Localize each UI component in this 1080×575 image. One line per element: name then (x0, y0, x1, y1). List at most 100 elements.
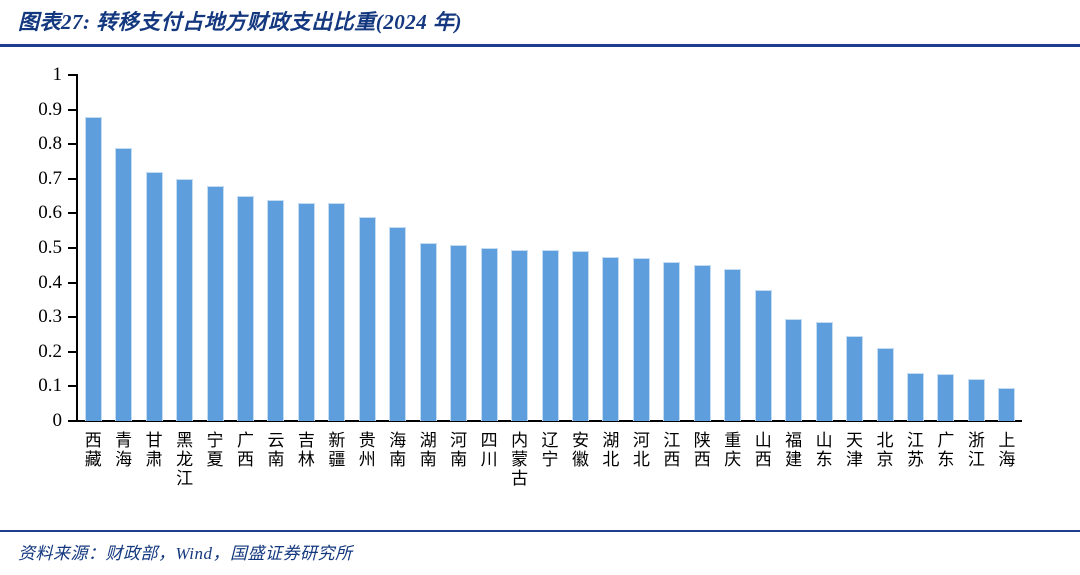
x-label-slot: 内 蒙 古 (504, 431, 534, 488)
x-label-辽宁: 辽 宁 (541, 431, 559, 469)
x-label-slot: 河 南 (443, 431, 473, 469)
x-label-河北: 河 北 (632, 431, 650, 469)
bar-云南 (267, 200, 285, 421)
bar-slot (931, 75, 961, 421)
x-label-江苏: 江 苏 (906, 431, 924, 469)
bar-北京 (876, 348, 894, 421)
bar-slot (626, 75, 656, 421)
x-label-天津: 天 津 (846, 431, 864, 469)
x-label-slot: 福 建 (778, 431, 808, 469)
bar-陕西 (693, 265, 711, 421)
bar-slot (657, 75, 687, 421)
x-label-slot: 新 疆 (322, 431, 352, 469)
x-label-slot: 湖 南 (413, 431, 443, 469)
title-divider-line (0, 44, 1080, 47)
y-tick-mark (68, 74, 77, 76)
bar-slot (718, 75, 748, 421)
y-tick-label: 0.5 (38, 237, 62, 258)
bar-江苏 (906, 373, 924, 421)
bar-贵州 (358, 217, 376, 421)
bar-辽宁 (541, 250, 559, 421)
bar-新疆 (328, 203, 346, 421)
y-tick-label: 0.8 (38, 133, 62, 155)
x-label-slot: 青 海 (108, 431, 138, 469)
y-tick-mark (68, 247, 77, 249)
bar-slot (900, 75, 930, 421)
x-label-slot: 西 藏 (78, 431, 108, 469)
x-label-slot: 浙 江 (961, 431, 991, 469)
x-label-slot: 江 苏 (900, 431, 930, 469)
bar-slot (413, 75, 443, 421)
x-label-slot: 上 海 (992, 431, 1022, 469)
x-label-山西: 山 西 (754, 431, 772, 469)
x-label-云南: 云 南 (267, 431, 285, 469)
y-tick-label: 1 (52, 64, 63, 85)
x-label-甘肃: 甘 肃 (145, 431, 163, 469)
bar-青海 (115, 148, 133, 421)
x-label-北京: 北 京 (876, 431, 894, 469)
bar-浙江 (967, 379, 985, 421)
x-label-福建: 福 建 (785, 431, 803, 469)
bar-重庆 (724, 269, 742, 421)
bar-slot (809, 75, 839, 421)
x-label-河南: 河 南 (450, 431, 468, 469)
x-label-slot: 北 京 (870, 431, 900, 469)
bar-slot (992, 75, 1022, 421)
y-tick-label: 0.1 (38, 375, 62, 397)
x-label-slot: 辽 宁 (535, 431, 565, 469)
x-label-黑龙江: 黑 龙 江 (176, 431, 194, 488)
bar-广东 (937, 374, 955, 421)
x-label-贵州: 贵 州 (358, 431, 376, 469)
bar-slot (778, 75, 808, 421)
x-label-slot: 重 庆 (718, 431, 748, 469)
bar-山东 (815, 322, 833, 421)
x-axis-labels: 西 藏青 海甘 肃黑 龙 江宁 夏广 西云 南吉 林新 疆贵 州海 南湖 南河 … (78, 431, 1022, 488)
bar-slot (352, 75, 382, 421)
x-label-广东: 广 东 (937, 431, 955, 469)
x-label-slot: 海 南 (383, 431, 413, 469)
x-label-slot: 河 北 (626, 431, 656, 469)
x-label-重庆: 重 庆 (724, 431, 742, 469)
bar-slot (474, 75, 504, 421)
y-tick-label: 0.6 (38, 202, 62, 224)
bar-slot (565, 75, 595, 421)
bar-slot (108, 75, 138, 421)
bar-slot (839, 75, 869, 421)
x-label-海南: 海 南 (389, 431, 407, 469)
x-label-slot: 安 徽 (565, 431, 595, 469)
x-label-宁夏: 宁 夏 (206, 431, 224, 469)
y-tick-mark (68, 281, 77, 284)
bar-slot (748, 75, 778, 421)
x-label-湖北: 湖 北 (602, 431, 620, 469)
x-label-浙江: 浙 江 (967, 431, 985, 469)
x-label-山东: 山 东 (815, 431, 833, 469)
y-tick-mark (68, 350, 77, 353)
x-label-湖南: 湖 南 (419, 431, 437, 469)
x-label-上海: 上 海 (998, 431, 1016, 469)
bar-slot (870, 75, 900, 421)
x-label-内蒙古: 内 蒙 古 (511, 431, 529, 488)
x-label-广西: 广 西 (236, 431, 254, 469)
x-label-slot: 四 川 (474, 431, 504, 469)
bar-湖北 (602, 257, 620, 421)
bar-四川 (480, 248, 498, 421)
bar-slot (961, 75, 991, 421)
x-label-slot: 贵 州 (352, 431, 382, 469)
bar-海南 (389, 227, 407, 421)
y-tick-mark (68, 420, 77, 422)
bar-广西 (236, 196, 254, 421)
bar-slot (291, 75, 321, 421)
bar-天津 (846, 336, 864, 421)
bar-安徽 (571, 251, 589, 421)
x-label-四川: 四 川 (480, 431, 498, 469)
bar-slot (261, 75, 291, 421)
bar-slot (78, 75, 108, 421)
footer-divider-line (0, 530, 1080, 532)
x-label-slot: 山 东 (809, 431, 839, 469)
x-label-slot: 黑 龙 江 (169, 431, 199, 488)
y-tick-label: 0 (52, 410, 63, 431)
y-tick-label: 0.3 (38, 306, 62, 328)
y-tick-label: 0.2 (38, 340, 62, 362)
y-tick-label: 0.7 (38, 167, 62, 189)
bar-slot (535, 75, 565, 421)
